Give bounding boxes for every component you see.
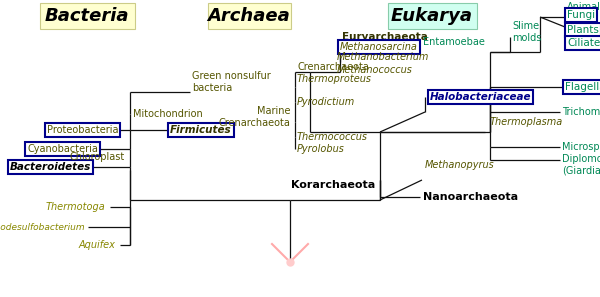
Text: Marine
Crenarchaeota: Marine Crenarchaeota xyxy=(218,106,290,128)
Text: Korarchaeota: Korarchaeota xyxy=(291,180,375,190)
Text: Bacteroidetes: Bacteroidetes xyxy=(10,162,91,172)
Text: Thermoplasma: Thermoplasma xyxy=(490,117,563,127)
Text: Aquifex: Aquifex xyxy=(78,240,115,250)
FancyBboxPatch shape xyxy=(40,3,134,29)
Text: Entamoebae: Entamoebae xyxy=(423,37,485,47)
Text: Green nonsulfur
bacteria: Green nonsulfur bacteria xyxy=(192,71,271,93)
Text: Plants: Plants xyxy=(567,25,599,35)
Text: Ciliates: Ciliates xyxy=(567,38,600,48)
Text: Mitochondrion: Mitochondrion xyxy=(133,109,203,119)
Text: Eukarya: Eukarya xyxy=(391,7,473,25)
Text: Cyanobacteria: Cyanobacteria xyxy=(27,144,98,154)
Text: Pyrolobus: Pyrolobus xyxy=(297,144,345,154)
Text: Trichomonads: Trichomonads xyxy=(562,107,600,117)
Text: Microsporidia: Microsporidia xyxy=(562,142,600,152)
Text: Methanobacterium: Methanobacterium xyxy=(337,52,430,62)
Text: Pyrodictium: Pyrodictium xyxy=(297,97,355,107)
Text: Thermoproteus: Thermoproteus xyxy=(297,74,372,84)
Text: Firmicutes: Firmicutes xyxy=(170,125,232,135)
Text: Chloroplast: Chloroplast xyxy=(70,152,125,162)
Text: Flagellates: Flagellates xyxy=(565,82,600,92)
Text: Thermotoga: Thermotoga xyxy=(45,202,105,212)
FancyBboxPatch shape xyxy=(208,3,290,29)
Text: Diplomonads
(Giardia): Diplomonads (Giardia) xyxy=(562,154,600,176)
Text: Halobacteriaceae: Halobacteriaceae xyxy=(430,92,532,102)
Text: Fungi: Fungi xyxy=(567,10,595,20)
Text: Euryarchaeota: Euryarchaeota xyxy=(342,32,428,42)
Text: Nanoarchaeota: Nanoarchaeota xyxy=(423,192,518,202)
Text: Animals: Animals xyxy=(567,2,600,12)
Text: Proteobacteria: Proteobacteria xyxy=(47,125,118,135)
Text: Methanococcus: Methanococcus xyxy=(337,65,413,75)
Text: Methanosarcina: Methanosarcina xyxy=(340,42,418,52)
Text: Thermococcus: Thermococcus xyxy=(297,132,368,142)
Text: Slime
molds: Slime molds xyxy=(512,21,541,43)
Text: Thermodesulfobacterium: Thermodesulfobacterium xyxy=(0,222,85,231)
Text: Crenarchaeota: Crenarchaeota xyxy=(297,62,369,72)
Text: Methanopyrus: Methanopyrus xyxy=(425,160,495,170)
Text: Bacteria: Bacteria xyxy=(45,7,129,25)
FancyBboxPatch shape xyxy=(388,3,476,29)
Text: Archaea: Archaea xyxy=(208,7,290,25)
